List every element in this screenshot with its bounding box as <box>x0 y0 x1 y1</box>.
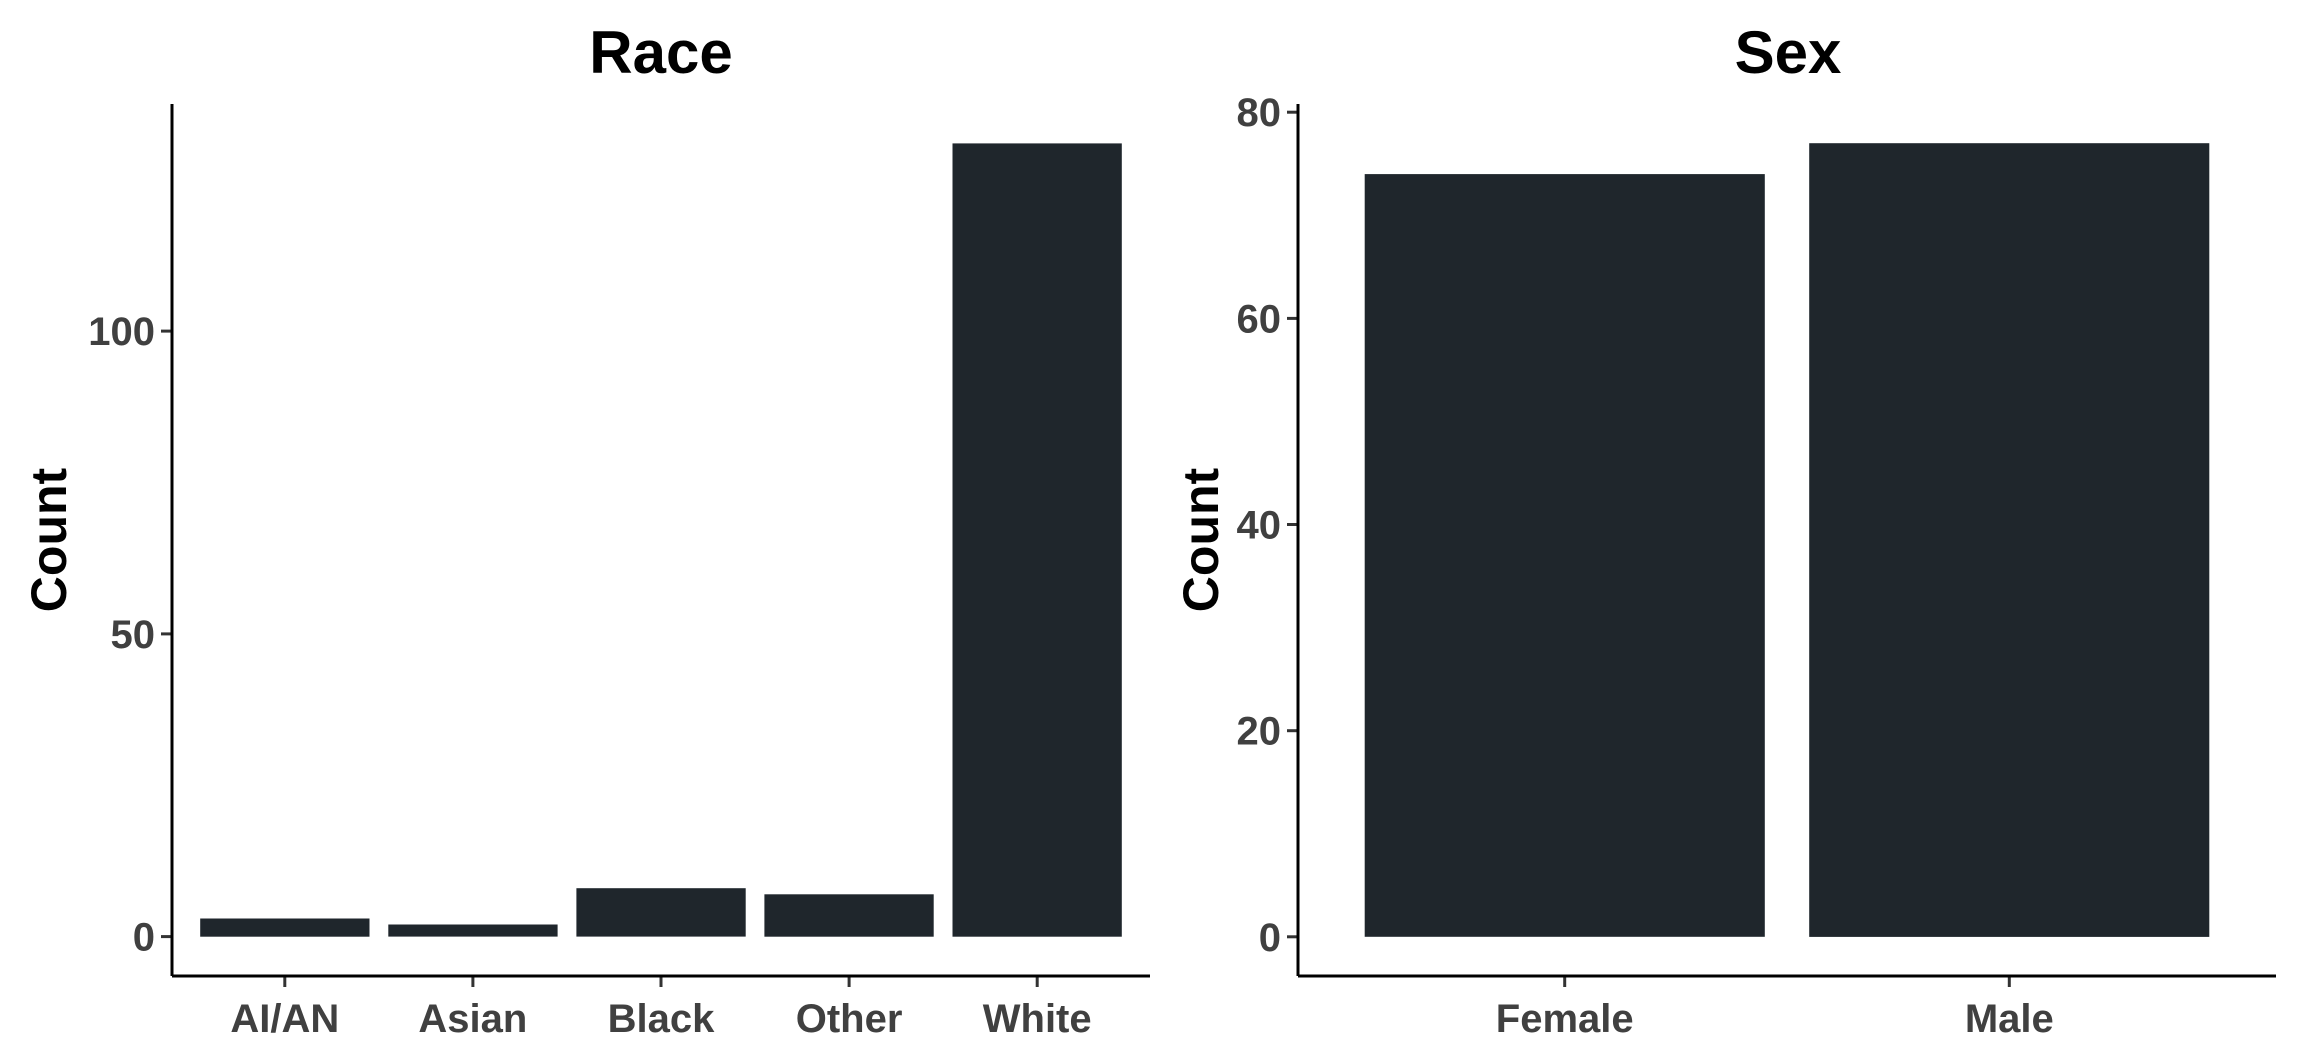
race-bar-white <box>952 143 1122 937</box>
race-y-tick-label-50: 50 <box>111 613 156 657</box>
race-panel: Race Count 0 50 100 AI/AN Asian Black Other Wh… <box>21 19 1150 1041</box>
race-y-tick-label-100: 100 <box>88 310 155 354</box>
race-x-ticks: AI/AN Asian Black Other White <box>230 976 1092 1041</box>
sex-y-tick-label-40: 40 <box>1237 504 1282 548</box>
sex-bar-male <box>1809 143 2210 937</box>
sex-chart-title: Sex <box>1735 19 1842 86</box>
race-x-tick-label-white: White <box>983 997 1092 1041</box>
race-bar-other <box>764 894 934 937</box>
sex-panel: Sex Count 0 20 40 60 80 Female Male <box>1173 19 2276 1041</box>
sex-bars <box>1364 143 2210 937</box>
sex-y-tick-label-0: 0 <box>1259 916 1281 960</box>
race-x-tick-label-black: Black <box>608 997 715 1041</box>
sex-y-tick-label-60: 60 <box>1237 297 1282 341</box>
race-y-tick-label-0: 0 <box>133 916 155 960</box>
race-bars <box>200 143 1122 937</box>
race-y-axis-label: Count <box>21 467 77 612</box>
race-chart-title: Race <box>589 19 732 86</box>
race-bar-asian <box>388 924 558 937</box>
sex-y-ticks: 0 20 40 60 80 <box>1237 91 1298 960</box>
sex-y-tick-label-20: 20 <box>1237 710 1282 754</box>
sex-y-tick-label-80: 80 <box>1237 91 1282 135</box>
sex-x-tick-label-male: Male <box>1965 997 2054 1041</box>
race-x-tick-label-asian: Asian <box>418 997 527 1041</box>
race-x-tick-label-ai-an: AI/AN <box>230 997 339 1041</box>
sex-bar-female <box>1364 174 1765 937</box>
race-bar-ai-an <box>200 918 370 937</box>
sex-x-tick-label-female: Female <box>1496 997 1634 1041</box>
race-bar-black <box>576 888 746 937</box>
sex-y-axis-label: Count <box>1173 467 1229 612</box>
race-y-ticks: 0 50 100 <box>88 310 172 960</box>
race-x-tick-label-other: Other <box>796 997 903 1041</box>
sex-x-ticks: Female Male <box>1496 976 2054 1041</box>
